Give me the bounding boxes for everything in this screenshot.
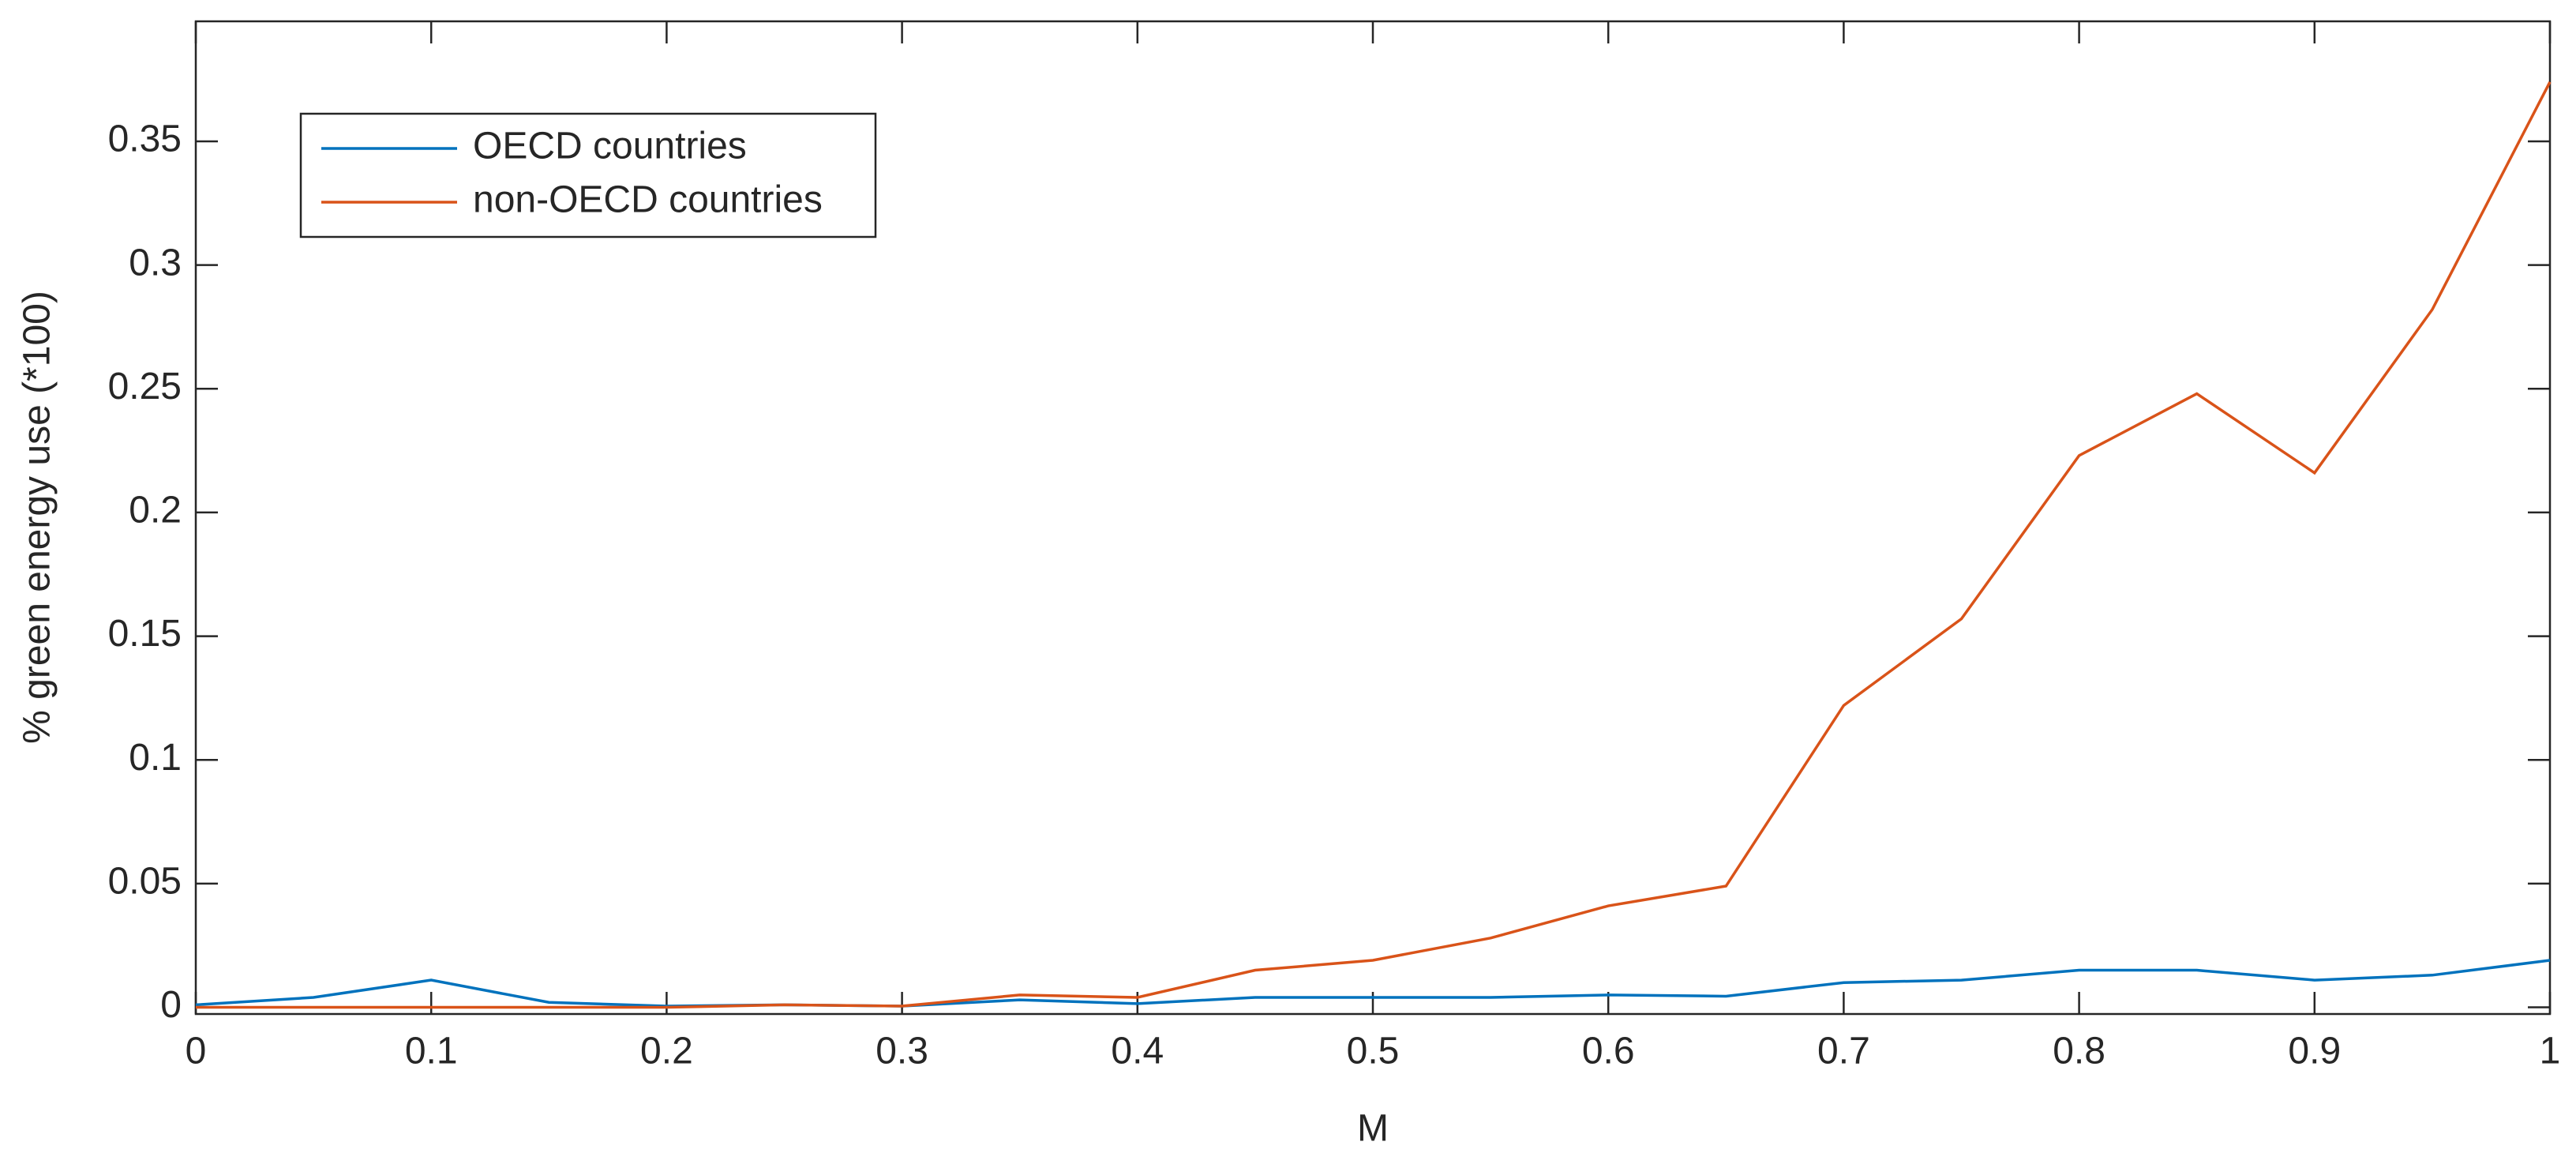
legend-label: OECD countries (473, 126, 747, 167)
y-tick-label: 0.3 (129, 242, 182, 284)
y-tick-label: 0.25 (108, 366, 182, 407)
x-tick-label: 0.4 (1111, 1031, 1164, 1072)
x-tick-label: 0.1 (405, 1031, 458, 1072)
y-tick-label: 0.1 (129, 737, 182, 779)
x-tick-label: 0 (186, 1031, 207, 1072)
y-tick-label: 0.15 (108, 613, 182, 655)
x-tick-label: 0.9 (2288, 1031, 2341, 1072)
y-tick-label: 0.2 (129, 490, 182, 531)
y-tick-label: 0.05 (108, 861, 182, 903)
x-tick-label: 0.3 (876, 1031, 928, 1072)
series-line (195, 959, 2551, 1008)
legend-box (299, 112, 877, 238)
x-tick-label: 0.7 (1817, 1031, 1870, 1072)
y-tick-label: 0.35 (108, 118, 182, 160)
y-axis-label: % green energy use (*100) (17, 291, 58, 744)
x-tick-label: 0.5 (1347, 1031, 1400, 1072)
x-tick-label: 0.2 (640, 1031, 693, 1072)
x-tick-label: 0.8 (2053, 1031, 2105, 1072)
series-line (196, 81, 2552, 1009)
x-tick-label: 0.6 (1582, 1031, 1635, 1072)
x-axis-label: M (1357, 1108, 1389, 1150)
y-tick-label: 0 (160, 984, 182, 1026)
legend-label: non-OECD countries (473, 179, 823, 221)
x-tick-label: 1 (2540, 1031, 2561, 1072)
